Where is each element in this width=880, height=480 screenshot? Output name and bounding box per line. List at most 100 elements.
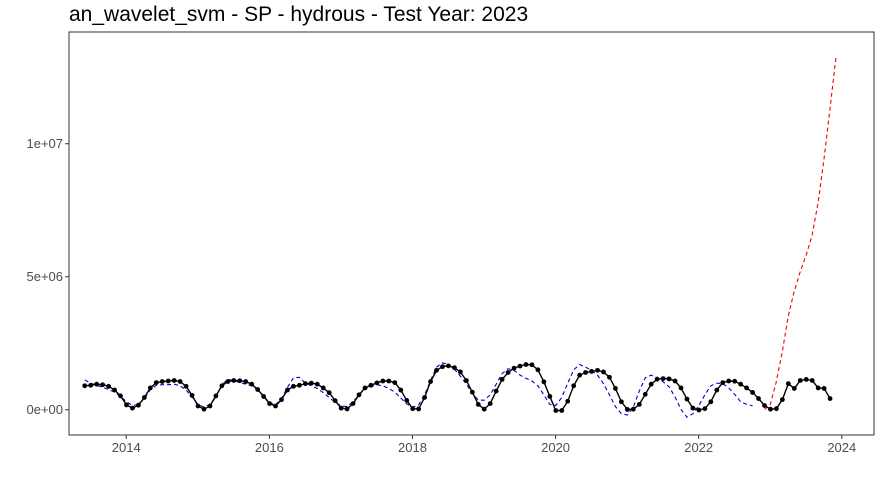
actual-data-point [487, 401, 493, 407]
actual-data-point [374, 380, 380, 386]
actual-data-point [511, 365, 517, 371]
actual-data-point [159, 379, 165, 384]
y-tick-label: 5e+06 [26, 269, 63, 284]
actual-data-point [457, 369, 463, 375]
actual-data-point [666, 376, 672, 382]
actual-data-point [201, 406, 207, 412]
actual-data-point [583, 370, 589, 375]
actual-data-point [660, 376, 666, 382]
dashed-series-red [764, 55, 837, 410]
x-tick-label: 2022 [684, 440, 713, 455]
actual-data-point [815, 385, 821, 391]
actual-data-point [416, 406, 422, 412]
actual-data-point [601, 369, 606, 375]
actual-data-point [589, 369, 594, 374]
actual-data-point [434, 367, 439, 373]
actual-data-point [821, 386, 827, 391]
actual-data-point [338, 405, 344, 411]
actual-data-point [183, 383, 189, 389]
actual-data-point [642, 391, 648, 397]
y-tick-label: 0e+00 [26, 402, 63, 417]
axis-layer: 2014 2016 2018 2020 2022 2024 0e+00 5e+06 1e+07 [26, 136, 856, 455]
actual-data-point [535, 367, 541, 373]
actual-data-point [141, 395, 147, 400]
actual-data-point [493, 388, 499, 394]
actual-data-point [422, 395, 428, 400]
actual-data-point [726, 378, 732, 384]
actual-data-point [750, 390, 755, 395]
plot-panel [68, 31, 875, 436]
actual-data-point [332, 398, 338, 404]
actual-data-point [636, 402, 642, 407]
actual-data-point [404, 398, 410, 403]
actual-data-point [255, 387, 261, 392]
actual-data-point [595, 367, 600, 373]
actual-data-point [88, 382, 94, 388]
actual-data-point [797, 378, 803, 383]
actual-data-point [565, 398, 571, 404]
actual-data-point [219, 383, 225, 389]
actual-data-point [350, 401, 356, 407]
actual-data-point [267, 401, 272, 407]
actual-data-point [189, 392, 195, 398]
actual-data-point [481, 406, 487, 412]
actual-data-point [297, 382, 302, 388]
actual-data-point [720, 380, 726, 385]
actual-data-point [243, 379, 249, 384]
actual-data-point [147, 385, 153, 391]
actual-data-point [541, 379, 547, 385]
actual-data-point [106, 383, 111, 389]
actual-data-point [165, 378, 171, 384]
actual-data-point [744, 385, 749, 391]
actual-data-point [779, 397, 785, 403]
actual-data-point [130, 405, 135, 411]
actual-data-point [392, 380, 398, 385]
actual-data-point [577, 372, 583, 378]
actual-data-point [82, 383, 88, 389]
actual-data-point [523, 362, 529, 367]
actual-data-point [273, 403, 278, 409]
actual-data-point [94, 381, 100, 387]
actual-data-point [118, 393, 123, 399]
actual-data-point [690, 405, 696, 411]
actual-data-point [708, 399, 714, 405]
actual-data-point [618, 399, 624, 405]
actual-data-point [684, 396, 690, 402]
actual-data-point [571, 383, 577, 389]
actual-data-point [463, 378, 469, 383]
actual-data-point [428, 379, 433, 384]
actual-data-point [177, 379, 183, 384]
actual-data-point [195, 403, 201, 409]
actual-data-point [231, 378, 237, 383]
actual-data-point [702, 406, 708, 412]
y-tick-label: 1e+07 [26, 136, 63, 151]
actual-data-point [314, 381, 320, 387]
actual-data-point [559, 408, 565, 413]
actual-data-point [356, 392, 362, 398]
actual-data-point [624, 407, 630, 412]
actual-data-point [207, 403, 213, 409]
actual-data-point [469, 389, 475, 395]
actual-data-point [237, 378, 243, 384]
actual-data-point [124, 402, 129, 408]
actual-data-point [398, 387, 404, 393]
actual-data-point [446, 363, 451, 369]
actual-data-point [768, 406, 773, 412]
actual-data-point [613, 386, 618, 391]
actual-data-point [326, 390, 332, 396]
actual-data-point [499, 377, 505, 382]
actual-data-point [791, 386, 797, 391]
actual-data-point [809, 378, 815, 383]
actual-data-point [153, 380, 159, 385]
actual-data-point [827, 396, 833, 401]
actual-data-point [440, 364, 445, 370]
actual-data-point [410, 406, 416, 412]
actual-data-point [738, 381, 744, 387]
actual-data-point [452, 365, 457, 371]
actual-data-point [607, 374, 612, 380]
actual-data-point [261, 394, 267, 399]
actual-data-point [285, 387, 290, 393]
actual-data-point [112, 387, 117, 393]
actual-data-point [696, 407, 702, 413]
actual-data-point [732, 378, 738, 384]
